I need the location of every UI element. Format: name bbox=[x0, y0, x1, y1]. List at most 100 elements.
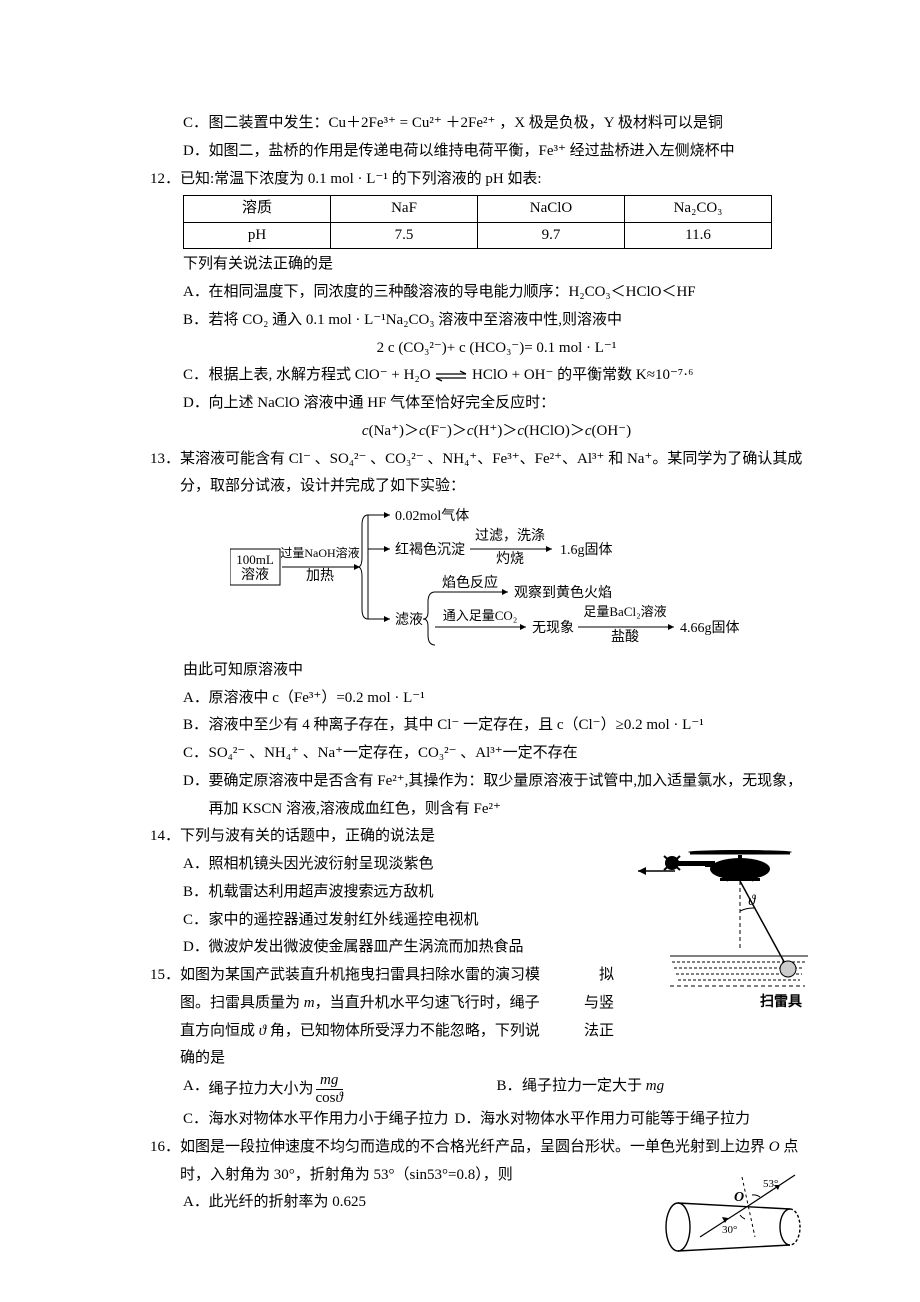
opt-letter: A． bbox=[183, 1189, 209, 1217]
q13-opt-d: D． 要确定原溶液中是否含有 Fe²⁺,其操作为：取少量原溶液于试管中,加入适量… bbox=[183, 768, 810, 824]
q16: 16． 如图是一段拉伸速度不均匀而造成的不合格光纤产品，呈圆台形状。一单色光射到… bbox=[150, 1134, 810, 1217]
svg-text:滤液: 滤液 bbox=[395, 612, 423, 628]
q12: 12． 已知:常温下浓度为 0.1 mol · L⁻¹ 的下列溶液的 pH 如表… bbox=[150, 166, 810, 446]
q11-options: C． 图二装置中发生：Cu＋2Fe³⁺ = Cu²⁺ ＋2Fe²⁺ ，X 极是负… bbox=[150, 110, 810, 166]
svg-text:过量NaOH溶液: 过量NaOH溶液 bbox=[280, 545, 359, 560]
svg-text:足量BaCl₂溶液: 足量BaCl₂溶液 bbox=[583, 604, 666, 619]
svg-text:扫雷具: 扫雷具 bbox=[760, 993, 802, 1010]
opt-text: 微波炉发出微波使金属器皿产生涡流而加热食品 bbox=[209, 934, 615, 962]
q15-opt-d: D． 海水对物体水平作用力可能等于绳子拉力 bbox=[455, 1106, 810, 1134]
opt-letter: D． bbox=[183, 768, 209, 824]
q15-figure: ϑ 扫雷具 bbox=[620, 841, 810, 1027]
q13-opt-b: B． 溶液中至少有 4 种离子存在，其中 Cl⁻ 一定存在，且 c（Cl⁻）≥0… bbox=[183, 712, 810, 740]
opt-text: 海水对物体水平作用力小于绳子拉力 bbox=[209, 1106, 449, 1134]
opt-letter: C． bbox=[183, 110, 209, 138]
q15-number: 15． bbox=[150, 962, 180, 1073]
q13-number: 13． bbox=[150, 446, 180, 502]
svg-text:观察到黄色火焰: 观察到黄色火焰 bbox=[514, 584, 612, 601]
svg-text:盐酸: 盐酸 bbox=[611, 629, 639, 645]
q15-opt-c: C． 海水对物体水平作用力小于绳子拉力 bbox=[183, 1106, 449, 1134]
q12-table: 溶质 NaF NaClO Na₂CO₃ pH 7.5 9.7 11.6 bbox=[183, 195, 772, 249]
q12-subhead: 下列有关说法正确的是 bbox=[150, 251, 810, 279]
opt-text: 原溶液中 c（Fe³⁺）=0.2 mol · L⁻¹ bbox=[209, 685, 811, 713]
svg-text:过滤，洗涤: 过滤，洗涤 bbox=[475, 528, 545, 544]
helicopter-icon bbox=[664, 850, 792, 881]
q11-opt-c: C． 图二装置中发生：Cu＋2Fe³⁺ = Cu²⁺ ＋2Fe²⁺ ，X 极是负… bbox=[183, 110, 810, 138]
q13-opt-a: A． 原溶液中 c（Fe³⁺）=0.2 mol · L⁻¹ bbox=[183, 685, 810, 713]
svg-text:1.6g固体: 1.6g固体 bbox=[560, 542, 613, 558]
opt-text: 根据上表, 水解方程式 ClO⁻ + H₂O HClO + OH⁻ 的平衡常数 … bbox=[209, 362, 811, 390]
opt-letter: B． bbox=[183, 307, 209, 335]
opt-text: 溶液中至少有 4 种离子存在，其中 Cl⁻ 一定存在，且 c（Cl⁻）≥0.2 … bbox=[209, 712, 811, 740]
q16-header-text: 如图是一段拉伸速度不均匀而造成的不合格光纤产品，呈圆台形状。一单色光射到上边界 … bbox=[180, 1134, 810, 1190]
q12-opt-d: D． 向上述 NaClO 溶液中通 HF 气体至恰好完全反应时： bbox=[183, 390, 810, 418]
opt-letter: C． bbox=[183, 362, 209, 390]
opt-text: 绳子拉力一定大于 mg bbox=[522, 1073, 810, 1106]
opt-letter: C． bbox=[183, 740, 209, 768]
opt-letter: A． bbox=[183, 685, 209, 713]
opt-text: 家中的遥控器通过发射红外线遥控电视机 bbox=[209, 907, 615, 935]
svg-text:溶液: 溶液 bbox=[241, 567, 269, 583]
opt-text: 绳子拉力大小为mgcosϑ bbox=[209, 1073, 497, 1106]
opt-text: 照相机镜头因光波衍射呈现淡紫色 bbox=[209, 851, 615, 879]
q13-opt-c: C． SO₄²⁻ 、NH₄⁺ 、Na⁺一定存在，CO₃²⁻ 、Al³⁺一定不存在 bbox=[183, 740, 810, 768]
opt-letter: D． bbox=[455, 1106, 481, 1134]
table-cell: Na₂CO₃ bbox=[625, 196, 772, 223]
opt-text: 若将 CO₂ 通入 0.1 mol · L⁻¹Na₂CO₃ 溶液中至溶液中性,则… bbox=[209, 307, 811, 335]
opt-letter: B． bbox=[183, 879, 209, 907]
q12-opt-d-formula: c(Na⁺)＞c(F⁻)＞c(H⁺)＞c(HClO)＞c(OH⁻) bbox=[183, 418, 810, 446]
svg-text:O: O bbox=[734, 1190, 744, 1205]
equilibrium-arrow-icon bbox=[434, 370, 468, 382]
opt-text: 如图二，盐桥的作用是传递电荷以维持电荷平衡，Fe³⁺ 经过盐桥进入左侧烧杯中 bbox=[209, 138, 811, 166]
svg-text:焰色反应: 焰色反应 bbox=[442, 574, 498, 591]
opt-letter: C． bbox=[183, 1106, 209, 1134]
table-cell: 11.6 bbox=[625, 222, 772, 249]
q14-opt-b: B． 机载雷达利用超声波搜索远方敌机 bbox=[183, 879, 614, 907]
q12-header-text: 已知:常温下浓度为 0.1 mol · L⁻¹ 的下列溶液的 pH 如表: bbox=[180, 166, 542, 194]
q12-number: 12． bbox=[150, 166, 180, 194]
q12-opt-a: A． 在相同温度下，同浓度的三种酸溶液的导电能力顺序：H₂CO₃＜HClO＜HF bbox=[183, 279, 810, 307]
q13-subhead: 由此可知原溶液中 bbox=[150, 657, 810, 685]
q14-number: 14． bbox=[150, 823, 180, 851]
opt-letter: B． bbox=[497, 1073, 523, 1106]
opt-text: SO₄²⁻ 、NH₄⁺ 、Na⁺一定存在，CO₃²⁻ 、Al³⁺一定不存在 bbox=[209, 740, 811, 768]
opt-text: 要确定原溶液中是否含有 Fe²⁺,其操作为：取少量原溶液于试管中,加入适量氯水，… bbox=[209, 768, 811, 824]
opt-letter: B． bbox=[183, 712, 209, 740]
q12-opt-c: C． 根据上表, 水解方程式 ClO⁻ + H₂O HClO + OH⁻ 的平衡… bbox=[183, 362, 810, 390]
svg-text:0.02mol气体: 0.02mol气体 bbox=[395, 508, 469, 524]
q13: 13． 某溶液可能含有 Cl⁻ 、SO₄²⁻ 、CO₃²⁻ 、NH₄⁺、Fe³⁺… bbox=[150, 446, 810, 824]
svg-text:4.66g固体: 4.66g固体 bbox=[680, 620, 740, 636]
table-cell: 7.5 bbox=[331, 222, 478, 249]
opt-letter: D． bbox=[183, 138, 209, 166]
q13-header-text: 某溶液可能含有 Cl⁻ 、SO₄²⁻ 、CO₃²⁻ 、NH₄⁺、Fe³⁺、Fe²… bbox=[180, 446, 810, 502]
q15-opt-b: B． 绳子拉力一定大于 mg bbox=[497, 1073, 811, 1106]
opt-letter: A． bbox=[183, 279, 209, 307]
q11-opt-d: D． 如图二，盐桥的作用是传递电荷以维持电荷平衡，Fe³⁺ 经过盐桥进入左侧烧杯… bbox=[183, 138, 810, 166]
opt-text: 此光纤的折射率为 0.625 bbox=[209, 1189, 655, 1217]
opt-letter: D． bbox=[183, 934, 209, 962]
q16-opt-a: A． 此光纤的折射率为 0.625 bbox=[183, 1189, 654, 1217]
q14-header-text: 下列与波有关的话题中，正确的说法是 bbox=[180, 823, 435, 851]
q13-flow-diagram: 100mL 溶液 过量NaOH溶液 加热 0.02mol气体 红褐色沉淀 过滤，… bbox=[230, 507, 810, 653]
table-cell: NaClO bbox=[478, 196, 625, 223]
table-cell: 溶质 bbox=[184, 196, 331, 223]
q14-opt-d: D． 微波炉发出微波使金属器皿产生涡流而加热食品 bbox=[183, 934, 614, 962]
opt-text: 海水对物体水平作用力可能等于绳子拉力 bbox=[480, 1106, 810, 1134]
svg-text:加热: 加热 bbox=[306, 568, 334, 584]
svg-text:100mL: 100mL bbox=[236, 552, 274, 567]
opt-text: 机载雷达利用超声波搜索远方敌机 bbox=[209, 879, 615, 907]
q12-opt-b-formula: 2 c (CO₃²⁻)+ c (HCO₃⁻)= 0.1 mol · L⁻¹ bbox=[183, 335, 810, 363]
q15-opt-a: A． 绳子拉力大小为mgcosϑ bbox=[183, 1073, 497, 1106]
opt-letter: A． bbox=[183, 851, 209, 879]
q15-header: 如图为某国产武装直升机拖曳扫雷具扫除水雷的演习模拟 图。扫雷具质量为 m，当直升… bbox=[180, 962, 614, 1073]
q16-number: 16． bbox=[150, 1134, 180, 1190]
svg-text:ϑ: ϑ bbox=[748, 893, 757, 909]
opt-letter: A． bbox=[183, 1073, 209, 1106]
opt-text: 向上述 NaClO 溶液中通 HF 气体至恰好完全反应时： bbox=[209, 390, 811, 418]
q14-opt-c: C． 家中的遥控器通过发射红外线遥控电视机 bbox=[183, 907, 614, 935]
q14: 14． 下列与波有关的话题中，正确的说法是 bbox=[150, 823, 810, 962]
flow-svg: 100mL 溶液 过量NaOH溶液 加热 0.02mol气体 红褐色沉淀 过滤，… bbox=[230, 507, 750, 647]
q14-opt-a: A． 照相机镜头因光波衍射呈现淡紫色 bbox=[183, 851, 614, 879]
svg-text:30°: 30° bbox=[722, 1224, 737, 1236]
opt-text: 图二装置中发生：Cu＋2Fe³⁺ = Cu²⁺ ＋2Fe²⁺ ，X 极是负极，Y… bbox=[209, 110, 811, 138]
